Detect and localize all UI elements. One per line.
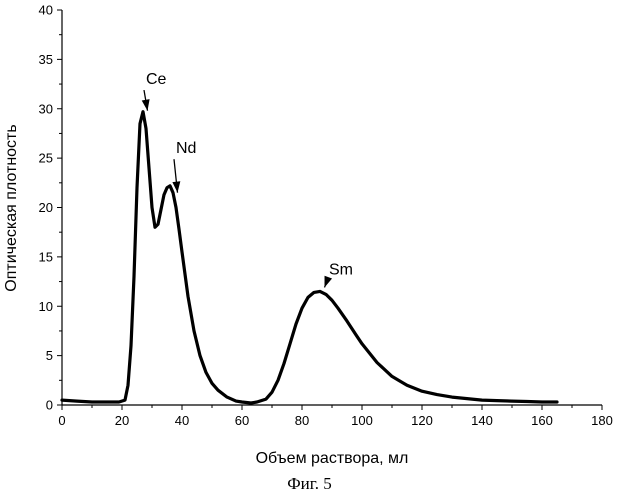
y-tick-label: 35 [39,52,53,67]
x-tick-label: 60 [235,413,249,428]
annotation-arrowhead-nd [172,181,181,193]
x-tick-label: 40 [175,413,189,428]
y-tick-label: 5 [46,348,53,363]
x-axis-title: Объем раствора, мл [256,450,409,467]
annotation-label-sm: Sm [329,262,353,279]
figure-caption: Фиг. 5 [287,474,332,493]
annotation-label-nd: Nd [176,140,196,157]
x-tick-label: 80 [295,413,309,428]
x-tick-label: 180 [591,413,613,428]
y-tick-label: 30 [39,101,53,116]
y-tick-label: 0 [46,398,53,413]
y-tick-label: 10 [39,299,53,314]
series-line [60,110,559,405]
y-tick-label: 40 [39,3,53,18]
x-tick-label: 20 [115,413,129,428]
x-tick-label: 0 [58,413,65,428]
x-tick-label: 140 [471,413,493,428]
x-tick-label: 100 [351,413,373,428]
x-tick-label: 120 [411,413,433,428]
y-tick-label: 25 [39,151,53,166]
y-tick-label: 20 [39,200,53,215]
annotation-label-ce: Ce [146,71,167,88]
y-tick-label: 15 [39,249,53,264]
x-tick-label: 160 [531,413,553,428]
annotation-arrowhead-sm [324,275,333,288]
y-axis-title: Оптическая плотность [3,124,20,291]
chart: 0 20 40 60 80 100 120 140 160 180 0 5 10 15 20 25 30 35 40… [3,3,613,468]
annotation-arrowhead-ce [141,99,150,111]
